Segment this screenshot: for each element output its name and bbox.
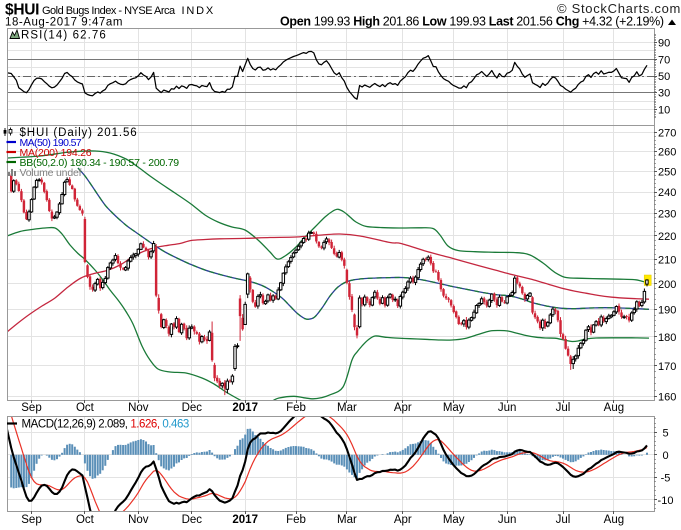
svg-text:250: 250	[658, 167, 676, 179]
svg-text:30: 30	[658, 88, 670, 100]
svg-text:2017: 2017	[232, 514, 258, 526]
svg-text:RSI(14) 62.76: RSI(14) 62.76	[21, 30, 107, 42]
svg-text:$HUI (Daily) 201.56: $HUI (Daily) 201.56	[20, 127, 138, 139]
svg-text:Mar: Mar	[337, 402, 357, 414]
svg-text:180: 180	[658, 332, 676, 344]
svg-text:90: 90	[658, 38, 670, 50]
svg-text:230: 230	[658, 209, 676, 221]
svg-text:Mar: Mar	[337, 514, 357, 526]
svg-text:Jun: Jun	[498, 402, 517, 414]
svg-text:MA(200) 194.26: MA(200) 194.26	[20, 147, 92, 159]
svg-text:MACD(12,26,9) 2.089, 1.626, 0.: MACD(12,26,9) 2.089, 1.626, 0.463	[22, 419, 189, 431]
svg-text:Gold Bugs Index - NYSE Arca: Gold Bugs Index - NYSE Arca	[42, 5, 176, 17]
svg-text:Feb: Feb	[286, 402, 306, 414]
svg-text:Dec: Dec	[182, 402, 203, 414]
svg-text:May: May	[443, 514, 465, 526]
svg-text:Sep: Sep	[21, 402, 41, 414]
svg-text:Apr: Apr	[394, 402, 412, 414]
svg-text:Feb: Feb	[286, 514, 306, 526]
svg-text:5: 5	[662, 427, 668, 439]
svg-text:Volume undef: Volume undef	[20, 167, 82, 179]
svg-text:70: 70	[658, 54, 670, 66]
svg-text:0: 0	[662, 450, 668, 462]
svg-text:May: May	[443, 402, 465, 414]
svg-text:18-Aug-2017 9:47am: 18-Aug-2017 9:47am	[5, 17, 123, 29]
svg-text:INDX: INDX	[182, 5, 215, 17]
svg-text:Sep: Sep	[21, 514, 41, 526]
svg-text:Aug: Aug	[604, 402, 624, 414]
svg-text:Open 199.93 High 201.86 Low 19: Open 199.93 High 201.86 Low 199.93 Last …	[280, 15, 664, 29]
svg-text:© StockCharts.com: © StockCharts.com	[557, 1, 681, 16]
svg-text:Jul: Jul	[556, 402, 571, 414]
svg-text:170: 170	[658, 361, 676, 373]
svg-text:210: 210	[658, 254, 676, 266]
svg-text:Apr: Apr	[394, 514, 412, 526]
svg-text:Nov: Nov	[128, 402, 149, 414]
svg-text:Jun: Jun	[498, 514, 517, 526]
svg-text:260: 260	[658, 147, 676, 159]
svg-text:200: 200	[658, 279, 676, 291]
svg-text:160: 160	[658, 391, 676, 403]
svg-text:240: 240	[658, 187, 676, 199]
svg-text:BB(50,2.0) 180.34 - 190.57 - 2: BB(50,2.0) 180.34 - 190.57 - 200.79	[20, 157, 180, 169]
svg-text:Nov: Nov	[128, 514, 149, 526]
svg-text:$HUI: $HUI	[5, 2, 39, 19]
svg-text:190: 190	[658, 305, 676, 317]
svg-text:Jul: Jul	[556, 514, 571, 526]
svg-text:270: 270	[658, 128, 676, 140]
svg-text:MA(50) 190.57: MA(50) 190.57	[20, 137, 82, 149]
svg-text:-5: -5	[661, 472, 671, 484]
svg-text:2017: 2017	[232, 402, 258, 414]
svg-text:50: 50	[658, 71, 670, 83]
svg-text:Aug: Aug	[604, 514, 624, 526]
svg-text:Dec: Dec	[182, 514, 203, 526]
svg-text:220: 220	[658, 231, 676, 243]
svg-text:Oct: Oct	[76, 402, 95, 414]
svg-text:10: 10	[658, 104, 670, 116]
svg-text:Oct: Oct	[76, 514, 95, 526]
svg-text:-10: -10	[658, 495, 674, 507]
